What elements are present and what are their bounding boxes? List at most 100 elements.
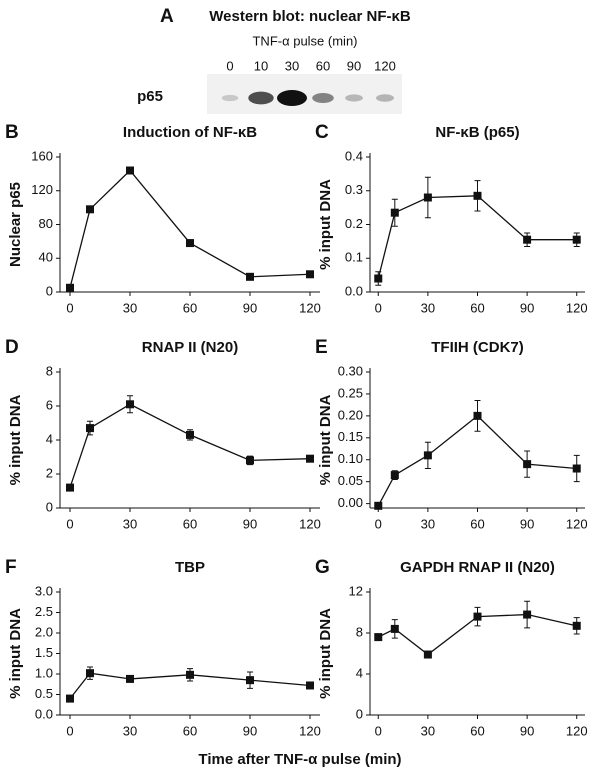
marker <box>66 283 74 292</box>
y-tick-label: 0.3 <box>345 182 363 197</box>
y-tick-label: 0.05 <box>338 473 363 488</box>
panel-letter: F <box>5 557 17 578</box>
x-tick-label: 30 <box>123 723 137 738</box>
y-tick-label: 80 <box>39 216 53 231</box>
y-tick-label: 0.15 <box>338 429 363 444</box>
marker <box>186 670 194 679</box>
marker <box>572 464 581 473</box>
marker <box>473 612 482 621</box>
y-tick-label: 0.5 <box>35 686 53 701</box>
marker <box>246 456 254 465</box>
marker <box>306 681 314 690</box>
marker <box>374 633 383 642</box>
y-tick-label: 6 <box>46 397 53 412</box>
marker <box>126 674 134 683</box>
chart-title: TFIIH (CDK7) <box>431 339 524 356</box>
y-axis-label: % input DNA <box>7 394 24 485</box>
x-tick-label: 90 <box>520 300 534 315</box>
x-tick-label: 0 <box>375 300 382 315</box>
chart-title: RNAP II (N20) <box>142 339 238 356</box>
x-axis-label: Time after TNF-α pulse (min) <box>198 751 401 768</box>
marker <box>374 274 383 283</box>
x-tick-label: 60 <box>183 300 197 315</box>
x-tick-label: 120 <box>299 516 321 531</box>
lane-label: 30 <box>285 58 299 73</box>
marker <box>246 676 254 685</box>
band <box>221 94 239 102</box>
marker <box>473 411 482 420</box>
marker <box>572 235 581 244</box>
x-tick-label: 60 <box>183 516 197 531</box>
x-tick-label: 120 <box>566 300 588 315</box>
y-tick-label: 1.5 <box>35 645 53 660</box>
panel-letter: E <box>315 337 328 358</box>
x-tick-label: 60 <box>183 723 197 738</box>
y-tick-label: 0 <box>356 706 363 721</box>
marker <box>473 191 482 200</box>
marker <box>423 451 432 460</box>
x-tick-label: 60 <box>470 516 484 531</box>
lane-label: 90 <box>347 58 361 73</box>
y-tick-label: 4 <box>356 665 363 680</box>
y-tick-label: 12 <box>349 583 363 598</box>
y-tick-label: 0.0 <box>35 706 53 721</box>
y-tick-label: 0 <box>46 283 53 298</box>
marker <box>306 270 314 279</box>
y-tick-label: 0.0 <box>345 283 363 298</box>
x-tick-label: 90 <box>520 723 534 738</box>
marker <box>523 460 532 469</box>
y-tick-label: 2.0 <box>35 624 53 639</box>
x-tick-label: 120 <box>566 723 588 738</box>
lane-label: 120 <box>374 58 396 73</box>
chart-title: NF-κB (p65) <box>435 124 519 141</box>
data-line <box>377 195 577 279</box>
data-line <box>377 415 577 507</box>
y-tick-label: 2.5 <box>35 604 53 619</box>
y-tick-label: 3.0 <box>35 583 53 598</box>
marker <box>390 624 399 633</box>
marker <box>390 208 399 217</box>
band <box>277 90 307 106</box>
marker <box>523 235 532 244</box>
x-tick-label: 0 <box>66 516 73 531</box>
x-tick-label: 30 <box>123 300 137 315</box>
x-tick-label: 120 <box>299 723 321 738</box>
x-tick-label: 120 <box>299 300 321 315</box>
y-tick-label: 0.30 <box>338 363 363 378</box>
lane-label: 60 <box>316 58 330 73</box>
x-tick-label: 90 <box>243 723 257 738</box>
y-tick-label: 0.1 <box>345 250 363 265</box>
marker <box>306 454 314 463</box>
marker <box>374 501 383 510</box>
x-tick-label: 30 <box>421 300 435 315</box>
x-tick-label: 30 <box>421 516 435 531</box>
y-axis-label: Nuclear p65 <box>7 182 24 267</box>
marker <box>246 272 254 281</box>
y-tick-label: 40 <box>39 250 53 265</box>
y-tick-label: 0.2 <box>345 216 363 231</box>
y-axis-label: % input DNA <box>7 608 24 699</box>
x-tick-label: 90 <box>520 516 534 531</box>
panel-letter: C <box>315 122 329 143</box>
chart-title: Induction of NF-κB <box>123 124 257 141</box>
y-tick-label: 4 <box>46 431 53 446</box>
chart-title: TBP <box>175 559 205 576</box>
marker <box>572 621 581 630</box>
chart-title: GAPDH RNAP II (N20) <box>400 559 555 576</box>
y-tick-label: 0 <box>46 499 53 514</box>
y-tick-label: 8 <box>46 363 53 378</box>
x-tick-label: 90 <box>243 516 257 531</box>
marker <box>86 424 94 433</box>
x-tick-label: 0 <box>66 300 73 315</box>
data-line <box>69 169 311 288</box>
band <box>312 93 334 103</box>
panel-letter: B <box>5 122 19 143</box>
y-tick-label: 8 <box>356 624 363 639</box>
x-tick-label: 0 <box>375 516 382 531</box>
marker <box>423 193 432 202</box>
x-tick-label: 30 <box>421 723 435 738</box>
lane-label: 10 <box>254 58 268 73</box>
x-tick-label: 0 <box>375 723 382 738</box>
y-tick-label: 0.20 <box>338 407 363 422</box>
